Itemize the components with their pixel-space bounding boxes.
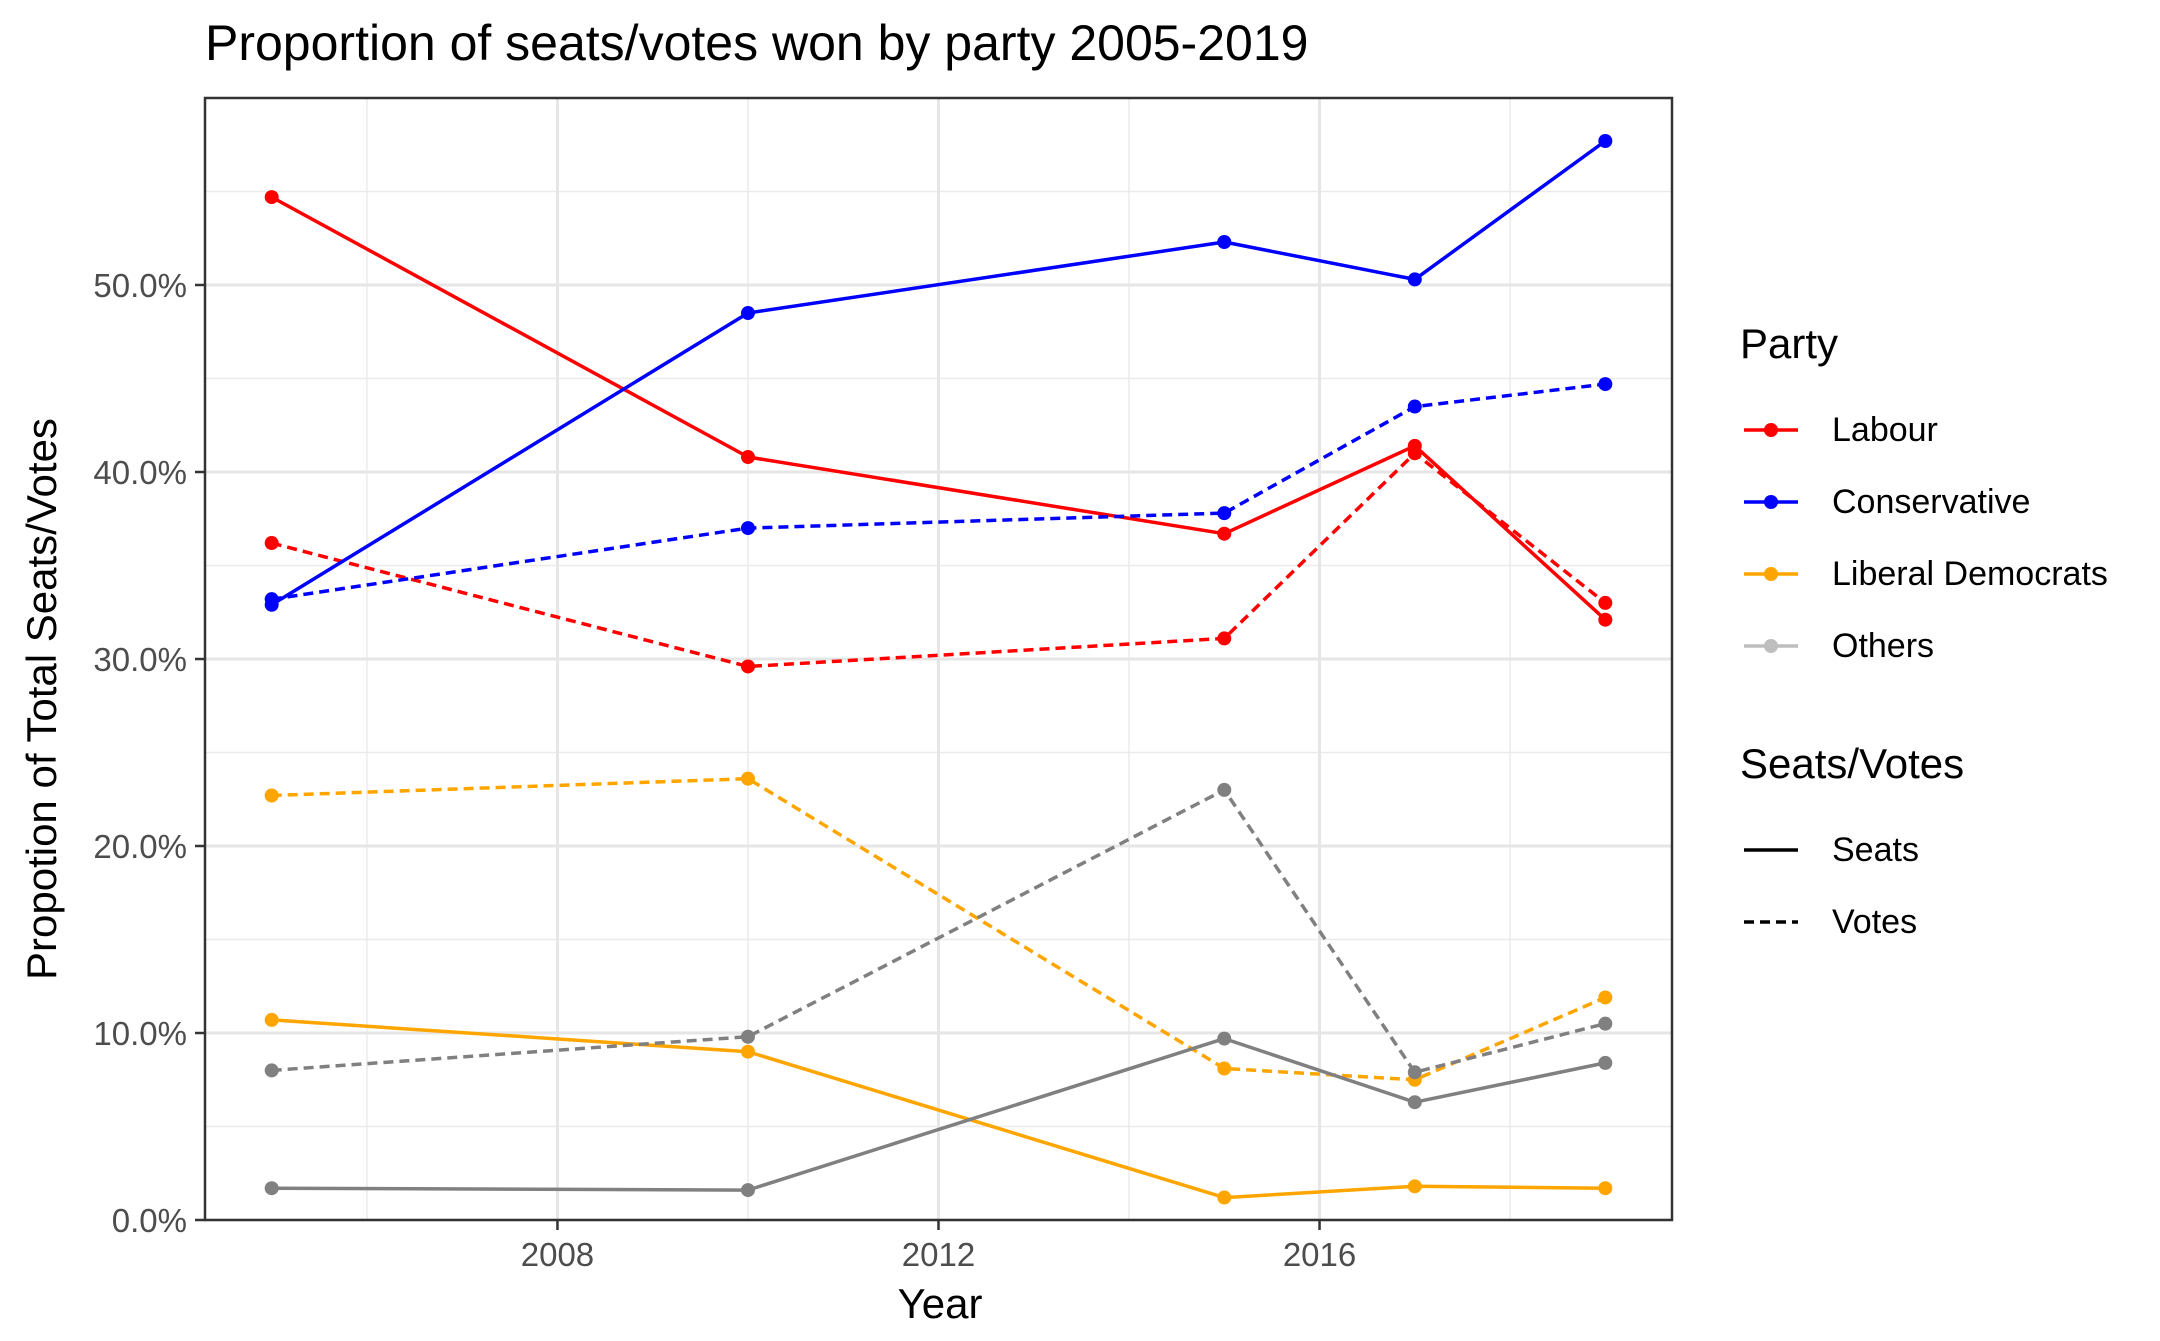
legend-label-others: Others: [1832, 626, 1935, 665]
data-point-others-seats: [740, 1183, 755, 1198]
legend-key-votes: [1740, 902, 1802, 942]
data-point-others-seats: [1598, 1055, 1613, 1070]
data-point-conservative-votes: [1598, 377, 1613, 392]
legend-key-others: [1740, 626, 1802, 666]
x-axis-title: Year: [897, 1280, 983, 1327]
legend-item-votes: Votes: [1740, 886, 2108, 958]
data-point-others-seats: [264, 1181, 279, 1196]
legend-party-title: Party: [1740, 320, 1839, 367]
data-point-liberal-democrats-seats: [1598, 1181, 1613, 1196]
data-point-labour-seats: [264, 190, 279, 205]
legend-party: Party Labour Conservative Liberal Democrat…: [1740, 320, 2108, 682]
data-point-liberal-democrats-seats: [1217, 1190, 1232, 1205]
data-point-liberal-democrats-votes: [264, 788, 279, 803]
data-point-labour-seats: [740, 450, 755, 465]
data-point-others-votes: [740, 1029, 755, 1044]
legend-item-conservative: Conservative: [1740, 466, 2108, 538]
legend: Party Labour Conservative Liberal Democrat…: [1740, 320, 2108, 1016]
data-point-conservative-seats: [1598, 134, 1613, 149]
legend-label-labour: Labour: [1832, 410, 1938, 449]
data-point-labour-seats: [1598, 612, 1613, 627]
data-point-labour-votes: [740, 659, 755, 674]
data-point-liberal-democrats-seats: [1407, 1179, 1422, 1194]
data-point-liberal-democrats-votes: [740, 771, 755, 786]
data-point-conservative-seats: [740, 306, 755, 321]
data-point-liberal-democrats-seats: [264, 1012, 279, 1027]
data-point-others-votes: [1598, 1016, 1613, 1031]
data-point-conservative-votes: [264, 592, 279, 607]
y-tick-label: 20.0%: [93, 828, 187, 865]
data-point-labour-votes: [264, 536, 279, 551]
y-tick-label: 30.0%: [93, 641, 187, 678]
legend-item-seats: Seats: [1740, 814, 2108, 886]
legend-label-conservative: Conservative: [1832, 482, 2031, 521]
y-tick-label: 0.0%: [112, 1202, 187, 1239]
data-point-labour-votes: [1217, 631, 1232, 646]
legend-label-seats: Seats: [1832, 830, 1919, 869]
x-tick-label: 2008: [521, 1236, 594, 1273]
legend-type-title: Seats/Votes: [1740, 740, 1965, 787]
data-point-conservative-seats: [1407, 272, 1422, 287]
y-tick-label: 50.0%: [93, 267, 187, 304]
legend-key-seats: [1740, 830, 1802, 870]
chart-title: Proportion of seats/votes won by party 2…: [205, 15, 1309, 71]
legend-key-liberal-democrats: [1740, 554, 1802, 594]
y-tick-label: 10.0%: [93, 1015, 187, 1052]
x-tick-label: 2016: [1283, 1236, 1356, 1273]
data-point-others-votes: [1407, 1065, 1422, 1080]
data-point-conservative-votes: [740, 521, 755, 536]
data-point-others-seats: [1407, 1095, 1422, 1110]
data-point-liberal-democrats-votes: [1217, 1061, 1232, 1076]
legend-seats-votes: Seats/Votes Seats Votes: [1740, 740, 2108, 958]
data-point-others-votes: [1217, 782, 1232, 797]
y-axis-title: Propotion of Total Seats/Votes: [18, 418, 65, 980]
series-line-conservative-votes: [271, 382, 1606, 601]
y-tick-label: 40.0%: [93, 454, 187, 491]
data-point-liberal-democrats-seats: [740, 1044, 755, 1059]
data-point-conservative-votes: [1217, 506, 1232, 521]
data-point-conservative-votes: [1407, 399, 1422, 414]
legend-item-liberal-democrats: Liberal Democrats: [1740, 538, 2108, 610]
data-point-conservative-seats: [1217, 234, 1232, 249]
x-tick-label: 2012: [902, 1236, 975, 1273]
legend-item-others: Others: [1740, 610, 2108, 682]
legend-key-conservative: [1740, 482, 1802, 522]
legend-key-labour: [1740, 410, 1802, 450]
data-point-labour-votes: [1407, 446, 1422, 461]
legend-label-liberal-democrats: Liberal Democrats: [1832, 554, 2108, 593]
data-point-liberal-democrats-votes: [1598, 990, 1613, 1005]
legend-item-labour: Labour: [1740, 394, 2108, 466]
data-point-others-votes: [264, 1063, 279, 1078]
legend-label-votes: Votes: [1832, 902, 1918, 941]
data-point-labour-votes: [1598, 595, 1613, 610]
data-point-labour-seats: [1217, 526, 1232, 541]
data-point-others-seats: [1217, 1031, 1232, 1046]
